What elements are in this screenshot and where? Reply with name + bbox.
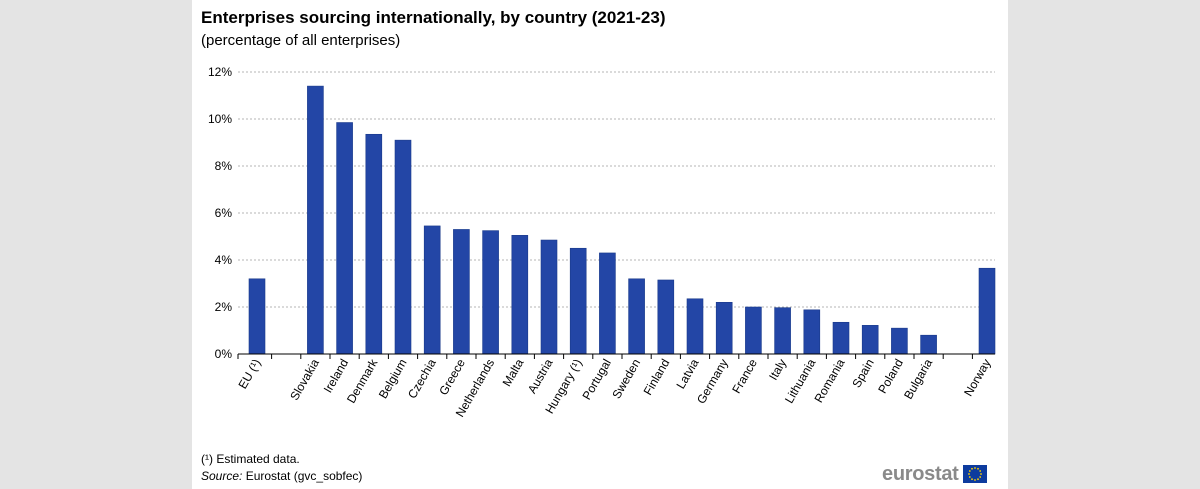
x-tick-label: Sweden (609, 357, 643, 402)
x-tick-label: Spain (849, 357, 876, 391)
bar (394, 139, 412, 355)
bar (920, 334, 937, 355)
bar (599, 252, 616, 355)
bar (657, 279, 675, 355)
bar (978, 267, 996, 355)
eurostat-logo-text: eurostat (882, 462, 959, 485)
source-label: Source: (201, 469, 243, 483)
bar (774, 307, 791, 355)
y-axis-tick-labels: 0% 2% 4% 6% 8% 10% 12% (208, 65, 232, 361)
bar (365, 133, 383, 355)
x-tick-label: Latvia (673, 356, 701, 391)
eu-star (970, 467, 973, 470)
x-tick-label: Czechia (405, 356, 439, 401)
x-tick-label: Malta (500, 356, 527, 389)
y-tick-label: 8% (215, 159, 233, 173)
eurostat-logo: eurostat (882, 462, 987, 486)
y-tick-label: 10% (208, 112, 232, 126)
eu-star (976, 478, 979, 481)
chart-subtitle: (percentage of all enterprises) (201, 32, 401, 49)
y-tick-label: 4% (215, 253, 233, 267)
eu-star (970, 478, 973, 481)
bar (861, 325, 879, 355)
x-tick-label: Greece (436, 356, 468, 397)
bar (482, 230, 499, 355)
x-tick-label: Norway (961, 357, 993, 399)
eu-star (976, 467, 979, 470)
eu-star (978, 476, 981, 478)
eu-star (978, 470, 981, 472)
x-tick-label: Ireland (321, 357, 351, 396)
eu-star (979, 473, 982, 475)
eu-star (973, 467, 976, 469)
bar (423, 225, 441, 355)
chart-title: Enterprises sourcing internationally, by… (201, 8, 666, 27)
bar (832, 321, 850, 355)
bar (628, 278, 645, 355)
bar (745, 306, 762, 355)
bar (686, 298, 704, 355)
eu-star (973, 479, 976, 481)
bar (715, 301, 733, 355)
eu-star (968, 476, 971, 478)
bar-chart: 0%2%4%6%8%10%12% EU (¹) SlovakiaIrelandDe… (208, 65, 996, 420)
eu-star (968, 470, 971, 472)
x-tick-label: Austria (525, 356, 556, 396)
bar (569, 247, 587, 355)
chart-panel: Enterprises sourcing internationally, by… (192, 0, 1008, 489)
bar (511, 235, 529, 355)
x-axis (237, 353, 995, 359)
y-tick-label: 12% (208, 65, 232, 79)
y-tick-label: 6% (215, 206, 233, 220)
bar (891, 327, 908, 355)
y-tick-label: 0% (215, 347, 233, 361)
bar (453, 229, 470, 355)
source-text: Eurostat (gvc_sobfec) (245, 469, 363, 483)
eu-flag-icon (962, 465, 987, 483)
x-tick-label: Slovakia (287, 356, 322, 403)
footnote: (¹) Estimated data. (201, 452, 300, 466)
x-tick-label: Poland (875, 357, 906, 396)
bars (248, 85, 996, 355)
x-tick-label: Finland (641, 357, 673, 398)
x-axis-tick-labels: EU (¹) SlovakiaIrelandDenmarkBelgiumCzech… (235, 356, 993, 420)
x-tick-label: EU (¹) (235, 357, 263, 392)
eu-star (967, 473, 970, 475)
x-tick-label: Portugal (580, 357, 614, 403)
bar (336, 122, 353, 355)
x-tick-label: Italy (766, 357, 789, 383)
bar (803, 309, 821, 355)
x-tick-label: France (729, 356, 760, 396)
x-tick-label: Bulgaria (901, 356, 935, 401)
bar (307, 85, 324, 355)
source-note: Source: Eurostat (gvc_sobfec) (201, 469, 362, 483)
bar (540, 239, 558, 355)
y-tick-label: 2% (215, 300, 233, 314)
bar (248, 278, 266, 355)
